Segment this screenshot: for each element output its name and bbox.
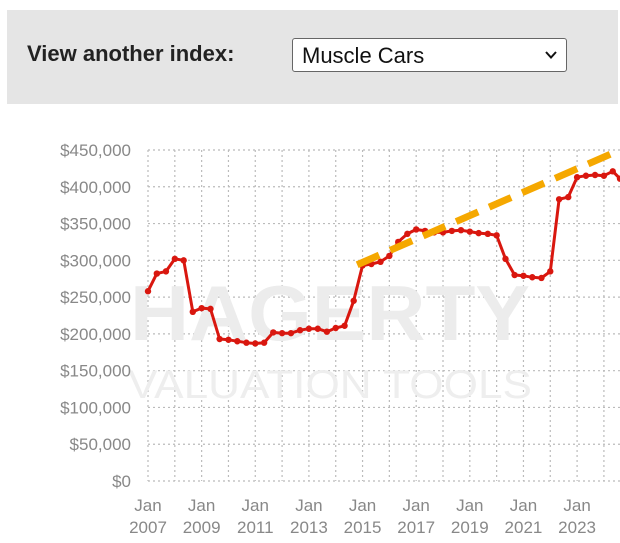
series-point [234,338,241,345]
series-point [493,232,500,239]
x-tick-label-month: Jan [295,496,322,515]
series-point [198,304,205,312]
series-point [350,297,357,304]
series-point [189,308,196,316]
x-tick-label-month: Jan [242,496,269,515]
y-tick-label: $250,000 [60,288,131,307]
series-point [457,226,465,234]
series-point [616,175,620,182]
y-tick-label: $200,000 [60,325,131,344]
index-select-dropdown[interactable]: Muscle Cars [292,38,567,72]
series-point [555,196,563,203]
series-point [323,328,331,335]
x-tick-label-month: Jan [188,496,215,515]
series-point [511,271,518,279]
series-point [609,168,616,175]
y-tick-label: $50,000 [70,435,131,454]
y-tick-label: $450,000 [60,141,131,160]
y-tick-label: $0 [112,472,131,491]
x-tick-label-month: Jan [510,496,537,515]
series-point [270,329,277,336]
series-point [144,288,152,295]
x-tick-label-year: 2011 [237,518,274,537]
y-tick-label: $100,000 [60,398,131,417]
x-tick-label-month: Jan [134,496,161,515]
watermark-brand: HAGERTY [130,269,530,357]
series-point [216,335,223,343]
series-point [502,255,509,263]
watermark-tagline: VALUATION TOOLS [128,363,532,407]
y-tick-label: $150,000 [60,362,131,381]
series-point [341,322,348,329]
muscle-cars-index-chart: HAGERTY VALUATION TOOLS $0 $50,000 $100,00… [60,141,620,537]
index-selector-label: View another index: [27,41,235,66]
trend-line-dashed [355,146,620,268]
series-point [529,274,536,281]
series-point [573,174,581,181]
series-point [538,274,545,282]
series-point [153,270,161,277]
y-tick-label: $400,000 [60,178,131,197]
x-tick-label-month: Jan [402,496,429,515]
series-point [260,339,268,346]
series-point [475,229,482,237]
series-point [377,258,384,266]
y-tick-label: $300,000 [60,251,131,270]
series-point [278,329,286,337]
series-point [466,228,474,235]
x-tick-label-year: 2013 [290,518,328,537]
series-point [162,268,170,275]
y-tick-label: $350,000 [60,215,131,234]
series-point [484,230,491,238]
series-point [386,252,393,260]
x-tick-label-month: Jan [456,496,483,515]
series-point [207,305,214,313]
series-point [591,171,599,179]
series-point [171,255,179,263]
series-point [600,172,608,179]
series-point [252,340,259,347]
x-tick-label-month: Jan [563,496,590,515]
index-select-value: Muscle Cars [302,43,425,68]
series-point [305,325,313,332]
series-point [582,172,590,179]
x-tick-label-year: 2017 [397,518,435,537]
series-point [180,257,187,264]
series-point [332,324,339,332]
x-tick-label-year: 2023 [558,518,596,537]
chevron-down-icon [545,51,557,59]
series-point [565,193,572,201]
series-point [448,227,456,235]
x-tick-label-year: 2009 [183,518,221,537]
series-point [520,272,527,279]
series-point [243,339,250,346]
x-tick-label-year: 2015 [344,518,382,537]
series-point [225,336,232,343]
series-point [296,327,304,334]
series-point [547,268,554,275]
x-tick-label-year: 2019 [451,518,489,537]
series-point [404,230,411,238]
x-tick-label-year: 2021 [505,518,543,537]
series-point [314,325,321,332]
x-tick-label-month: Jan [349,496,376,515]
series-point [287,329,295,337]
series-point [412,226,420,233]
x-tick-label-year: 2007 [129,518,167,537]
